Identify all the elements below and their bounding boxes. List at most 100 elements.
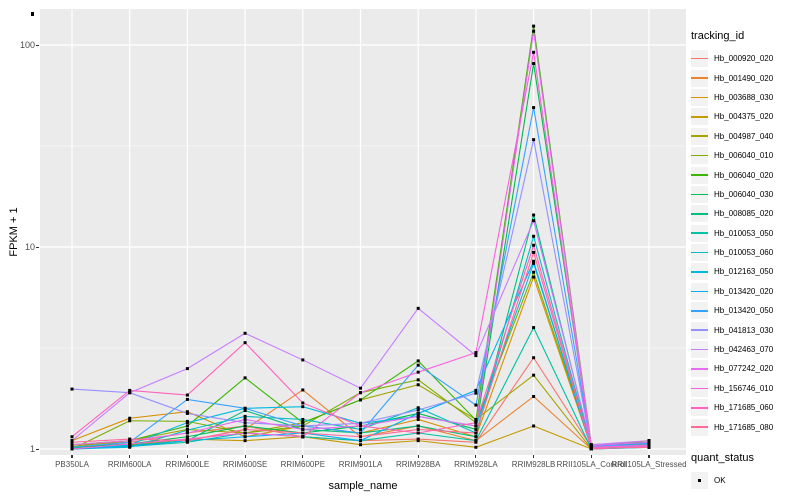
legend-key-swatch <box>691 282 708 300</box>
legend-entry-label: OK <box>714 476 726 485</box>
data-point <box>589 446 593 450</box>
data-point <box>532 275 536 279</box>
data-point <box>359 421 362 425</box>
data-point <box>416 408 420 412</box>
legend-entry-label: Hb_000920_020 <box>714 54 774 64</box>
data-point <box>532 250 536 254</box>
x-tick-label: RRIM600LA <box>107 460 152 469</box>
data-point <box>474 421 478 425</box>
data-point <box>416 411 420 415</box>
legend-title-quant-status: quant_status <box>691 451 754 464</box>
plot-canvas <box>40 9 686 455</box>
data-point <box>243 431 247 435</box>
legend-key-line-icon <box>691 154 708 157</box>
legend: tracking_id Hb_000920_020 Hb_001490_020 Hb… <box>691 30 799 490</box>
legend-key-line-icon <box>691 135 708 138</box>
data-point <box>474 403 478 407</box>
data-point <box>532 270 536 274</box>
data-point <box>532 219 536 223</box>
data-point <box>185 437 189 441</box>
legend-entry-Hb_008085_020: Hb_008085_020 <box>691 204 799 223</box>
data-point <box>185 411 189 415</box>
data-point <box>359 386 362 390</box>
data-point <box>532 138 536 142</box>
legend-entry-Hb_003688_030: Hb_003688_030 <box>691 88 799 107</box>
data-point <box>532 394 536 398</box>
data-point <box>474 427 478 431</box>
legend-key-swatch <box>691 302 708 320</box>
legend-entry-label: Hb_042463_070 <box>714 345 774 355</box>
legend-key-line-icon <box>691 329 708 331</box>
legend-entry-Hb_006040_010: Hb_006040_010 <box>691 146 799 165</box>
legend-key-line-icon <box>691 426 708 428</box>
data-point <box>185 424 189 428</box>
x-tick-label: RRIM928BA <box>395 460 441 469</box>
legend-entry-Hb_010053_060: Hb_010053_060 <box>691 243 799 262</box>
x-tick-label: RRIM901LA <box>338 460 383 469</box>
legend-key-swatch <box>691 418 708 436</box>
legend-entry-Hb_171685_060: Hb_171685_060 <box>691 398 799 417</box>
data-point <box>532 234 536 238</box>
data-point <box>416 306 420 310</box>
data-point <box>532 259 536 263</box>
data-point <box>474 445 478 449</box>
legend-entry-label: Hb_156746_010 <box>714 383 774 393</box>
data-point <box>474 418 478 422</box>
legend-key-swatch <box>691 166 708 184</box>
data-point <box>589 444 593 448</box>
x-tick-label: RRIM600LE <box>165 460 210 469</box>
legend-key-swatch <box>691 69 708 87</box>
data-point <box>243 414 247 418</box>
x-tick-mark <box>71 455 73 458</box>
data-point <box>474 431 478 435</box>
data-point <box>185 431 189 435</box>
data-point <box>474 440 478 444</box>
legend-entry-Hb_000920_020: Hb_000920_020 <box>691 49 799 68</box>
legend-entry-Hb_010053_050: Hb_010053_050 <box>691 224 799 243</box>
data-point <box>128 440 132 444</box>
legend-key-line-icon <box>691 193 708 196</box>
legend-entry-label: Hb_001490_020 <box>714 73 774 83</box>
stray-point-artifact <box>31 12 34 16</box>
legend-key-line-icon <box>691 406 708 409</box>
x-tick-mark <box>244 455 246 458</box>
data-point <box>647 445 651 449</box>
legend-entry-label: Hb_004375_020 <box>714 112 774 122</box>
data-point <box>532 106 536 110</box>
data-point <box>359 431 362 435</box>
data-point <box>128 416 132 420</box>
data-point <box>359 391 362 395</box>
data-point <box>185 367 189 371</box>
data-point <box>474 439 478 443</box>
data-point <box>416 439 420 443</box>
data-point <box>359 424 362 428</box>
legend-key-line-icon <box>691 116 708 118</box>
legend-key-swatch <box>691 399 708 417</box>
legend-entry-label: Hb_006040_030 <box>714 189 774 199</box>
x-tick-mark <box>302 455 304 458</box>
data-point <box>243 435 247 439</box>
data-point <box>301 388 305 392</box>
legend-key-line-icon <box>691 232 708 234</box>
data-point <box>532 424 536 428</box>
data-point <box>243 409 247 413</box>
data-point <box>243 376 247 380</box>
y-tick-label: 1 <box>29 444 35 454</box>
data-point <box>532 50 536 54</box>
data-point <box>359 443 362 447</box>
data-point <box>416 414 420 418</box>
data-point <box>185 435 189 439</box>
legend-entry-Hb_041813_030: Hb_041813_030 <box>691 320 799 339</box>
legend-entry-label: Hb_010053_060 <box>714 248 774 258</box>
data-point <box>416 431 420 435</box>
data-point <box>532 261 536 265</box>
legend-entry-label: Hb_006040_010 <box>714 151 774 161</box>
quant-ok-key <box>691 472 708 489</box>
data-point <box>185 410 189 414</box>
data-point <box>532 61 536 65</box>
legend-key-swatch <box>691 263 708 281</box>
data-point <box>301 358 305 362</box>
legend-key-line-icon <box>691 348 708 351</box>
data-point <box>70 439 74 443</box>
x-tick-mark <box>475 455 477 458</box>
